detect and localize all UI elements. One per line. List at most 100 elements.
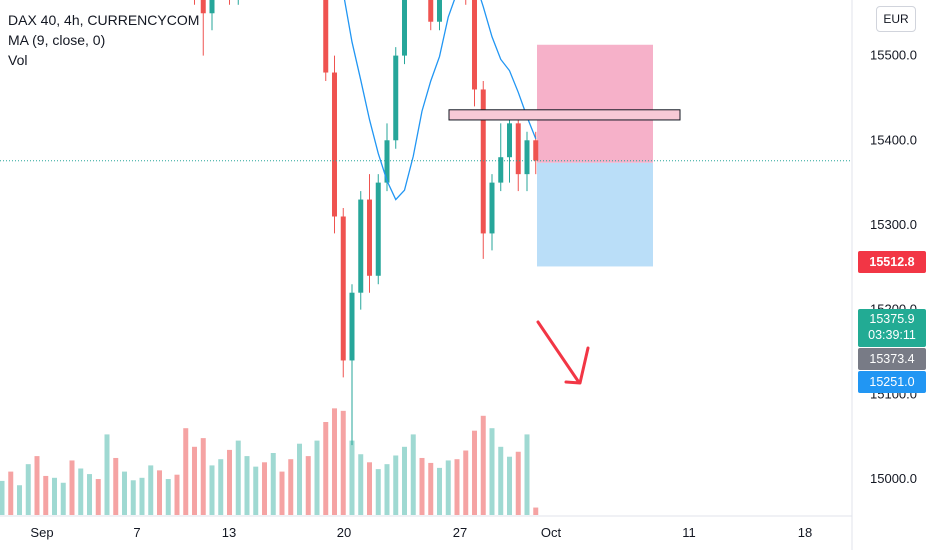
candle-body	[402, 0, 407, 56]
candle	[402, 0, 407, 65]
volume-bar	[507, 456, 512, 515]
candle	[437, 0, 442, 31]
candle-body	[507, 123, 512, 158]
volume-bar	[174, 474, 180, 515]
candle	[472, 0, 477, 107]
time-tick-label: 13	[222, 525, 236, 540]
candle-body	[472, 0, 477, 90]
price-tick-label: 15500.0	[870, 48, 917, 63]
candle	[358, 191, 364, 310]
position-zones	[537, 44, 653, 267]
volume-bar	[358, 454, 364, 515]
volume-bar	[95, 479, 101, 515]
volume-bar	[130, 480, 136, 515]
volume-bar	[367, 462, 372, 515]
candle-body	[515, 123, 521, 175]
candle	[367, 174, 372, 293]
volume-bar	[192, 446, 197, 515]
volume-bar	[279, 471, 285, 515]
take-profit-zone	[537, 162, 653, 267]
time-tick-label: 7	[133, 525, 140, 540]
volume-bar	[227, 449, 232, 515]
volume-bar	[218, 459, 224, 515]
volume-bar	[454, 459, 460, 515]
volume-bar	[87, 474, 92, 515]
volume-bar	[533, 507, 539, 515]
volume-bar	[253, 466, 259, 515]
candle	[393, 47, 399, 149]
candle-body	[480, 89, 486, 234]
volume-bar	[244, 456, 250, 515]
candle-body	[209, 0, 215, 14]
volume-bar	[262, 462, 267, 515]
last-price-value: 15375.9	[869, 312, 915, 326]
candle-body	[428, 0, 434, 22]
volume-bar	[305, 456, 311, 515]
volume-bar	[288, 459, 294, 515]
candle	[515, 114, 521, 192]
candle	[480, 81, 486, 259]
time-tick-label: 27	[453, 525, 467, 540]
volume-bar	[69, 460, 75, 515]
candle	[194, 0, 195, 5]
candle	[465, 0, 467, 5]
volume-bar	[157, 470, 162, 515]
down-arrow	[536, 320, 590, 385]
candle	[332, 55, 337, 234]
volume-bar	[17, 485, 22, 515]
price-tick-label: 15400.0	[870, 132, 917, 147]
candle	[489, 174, 495, 251]
volume-bar	[165, 479, 171, 515]
volume-bar	[375, 469, 381, 515]
currency-button[interactable]: EUR	[876, 6, 916, 32]
volume-bar	[524, 434, 530, 515]
candle	[349, 284, 355, 446]
supply-zone-box	[448, 109, 681, 121]
volume-bar	[340, 410, 346, 515]
ma-line	[343, 0, 537, 201]
volume-bar	[384, 464, 390, 515]
volume-bar	[410, 434, 416, 515]
volume-bar	[463, 450, 469, 515]
volume-bar	[25, 464, 31, 515]
bar-countdown: 03:39:11	[868, 328, 916, 342]
moving-average	[343, 0, 537, 201]
volume-bar	[0, 480, 5, 515]
time-tick-label: 18	[798, 525, 812, 540]
volume-bar	[349, 440, 355, 515]
volume-bar	[314, 440, 320, 515]
volume-bar	[393, 455, 399, 515]
volume-bar	[323, 422, 329, 515]
candle-body	[323, 0, 329, 73]
volume-bar	[139, 477, 145, 515]
candle-body	[498, 157, 504, 183]
volume-bar	[78, 468, 84, 515]
candle	[533, 131, 539, 175]
price-tick-label: 15000.0	[870, 471, 917, 486]
stop-loss-zone	[537, 44, 653, 163]
drawings[interactable]	[0, 0, 852, 385]
candle-body	[384, 140, 390, 183]
volume-bar	[297, 443, 302, 515]
candle-body	[533, 140, 539, 161]
volume-bar	[43, 475, 49, 515]
time-tick-label: Sep	[30, 525, 53, 540]
volume-indicator-label[interactable]: Vol	[8, 52, 28, 68]
volume-bar	[419, 457, 425, 515]
volume-bar	[235, 440, 241, 515]
volume-bar	[60, 482, 66, 515]
candle	[524, 131, 530, 192]
candle	[229, 0, 230, 5]
symbol-title[interactable]: DAX 40, 4h, CURRENCYCOM	[8, 12, 200, 28]
volume-bar	[113, 457, 119, 515]
volume-bar	[52, 477, 57, 515]
ma-indicator-label[interactable]: MA (9, close, 0)	[8, 32, 106, 48]
volume-bar	[200, 438, 206, 515]
volume-bar	[332, 408, 337, 515]
volume-bar	[270, 453, 276, 515]
candle-body	[524, 140, 530, 175]
candle-body	[375, 182, 381, 276]
volume-bar	[428, 462, 434, 515]
volume-bar	[515, 451, 521, 515]
